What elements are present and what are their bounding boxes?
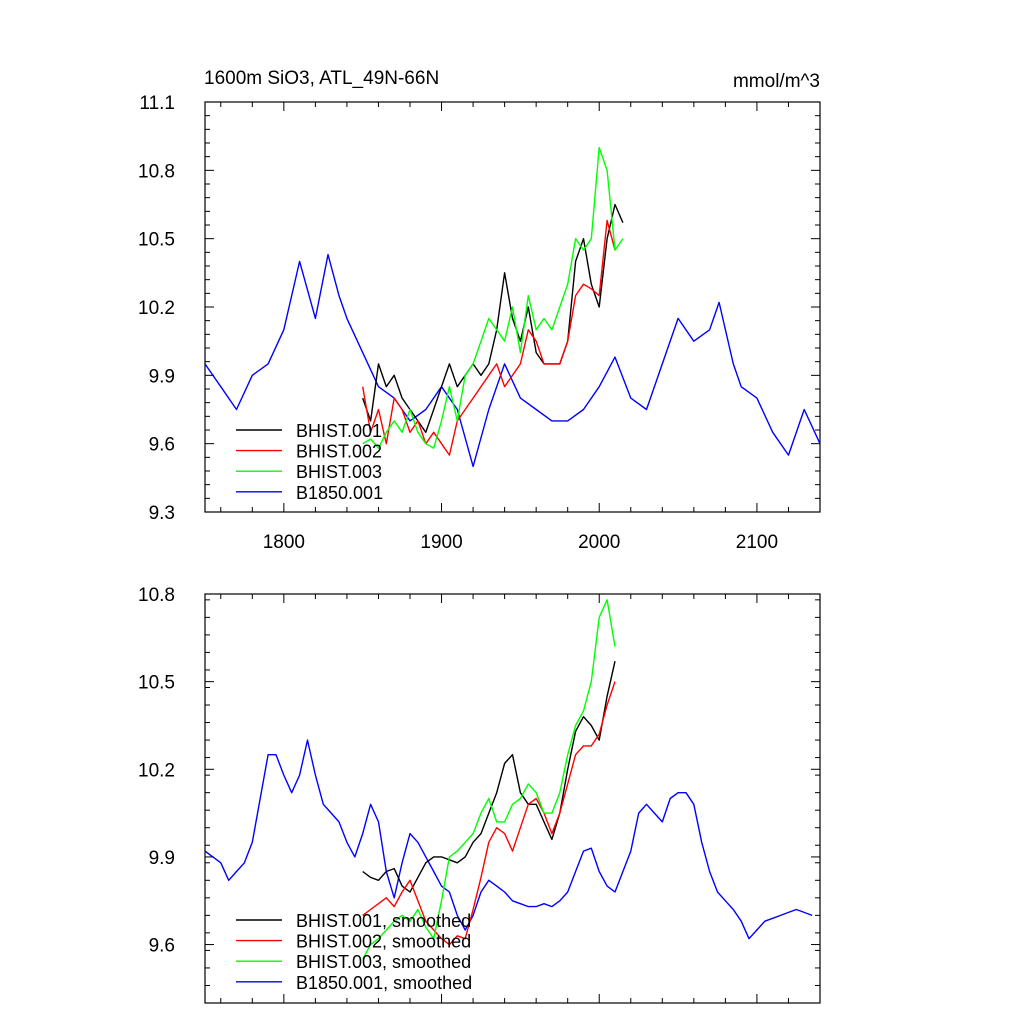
y-tick-label: 10.2 [138,298,175,319]
y-tick-label: 9.3 [149,503,175,524]
x-tick-label: 1900 [420,532,462,553]
legend-label: BHIST.001 [296,421,382,441]
y-tick-label: 9.6 [149,435,175,456]
legend-label: B1850.001, smoothed [296,973,472,993]
legend-label: BHIST.003, smoothed [296,952,471,972]
x-tick-label: 1800 [263,532,305,553]
legend-label: BHIST.002 [296,442,382,462]
series-line-2 [362,599,616,960]
y-tick-label: 9.6 [149,936,175,957]
top-chart: 1800 1900 2000 2100 9.3 9.6 9.9 10.2 10.5 10.8 11.… [138,93,821,553]
y-tick-label: 10.5 [138,673,175,694]
x-tick-label: 2100 [736,532,778,553]
x-tick-label: 2000 [578,532,620,553]
chart-title: 1600m SiO3, ATL_49N-66N [204,68,439,89]
y-tick-label: 9.9 [149,848,175,869]
y-tick-label: 10.8 [138,585,175,606]
legend-label: BHIST.001, smoothed [296,911,471,931]
series-line-0 [362,661,616,893]
y-tick-label: 9.9 [149,366,175,387]
plot-frame [204,593,821,1004]
legend-label: BHIST.002, smoothed [296,932,471,952]
y-tick-label: 11.1 [139,93,175,114]
y-tick-label: 10.8 [138,161,175,182]
series-line-3 [205,739,813,940]
y-tick-label: 10.2 [138,760,175,781]
legend-label: B1850.001 [296,483,383,503]
legend-label: BHIST.003 [296,462,382,482]
y-tick-label: 10.5 [138,230,175,251]
series-line-1 [362,219,616,456]
series-line-3 [205,253,820,468]
series-line-0 [362,203,624,433]
series-line-1 [362,681,616,946]
units-label: mmol/m^3 [733,71,820,92]
series-line-2 [362,146,624,449]
